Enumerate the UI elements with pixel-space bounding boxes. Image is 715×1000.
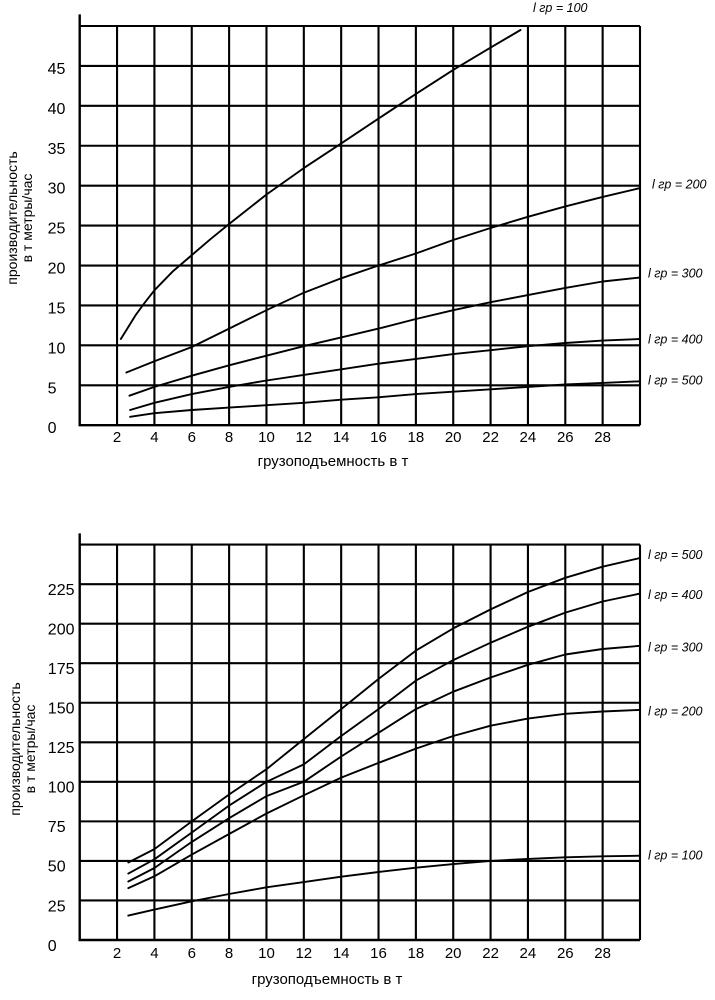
svg-text:производительность: производительность (7, 682, 23, 815)
svg-text:20: 20 (48, 261, 66, 278)
svg-text:28: 28 (594, 429, 611, 446)
svg-text:24: 24 (520, 429, 537, 446)
svg-text:2: 2 (113, 429, 121, 446)
svg-text:22: 22 (482, 429, 499, 446)
svg-text:200: 200 (48, 622, 75, 639)
svg-text:4: 4 (150, 429, 158, 446)
svg-text:0: 0 (48, 420, 57, 437)
svg-text:12: 12 (295, 945, 312, 962)
svg-text:l гр = 400: l гр = 400 (648, 333, 703, 347)
svg-text:грузоподъемность в т: грузоподъемность в т (252, 971, 403, 988)
svg-text:15: 15 (48, 300, 66, 317)
svg-text:30: 30 (48, 181, 66, 198)
svg-text:10: 10 (258, 429, 275, 446)
svg-text:6: 6 (188, 945, 196, 962)
svg-text:40: 40 (48, 101, 66, 118)
svg-text:75: 75 (48, 819, 66, 836)
svg-text:22: 22 (482, 945, 499, 962)
svg-text:грузоподъемность в т: грузоподъемность в т (258, 453, 409, 470)
svg-text:0: 0 (48, 938, 57, 955)
svg-text:25: 25 (48, 898, 66, 915)
svg-text:10: 10 (48, 340, 66, 357)
svg-text:20: 20 (445, 945, 462, 962)
svg-text:16: 16 (370, 429, 387, 446)
svg-text:8: 8 (225, 429, 233, 446)
svg-text:8: 8 (225, 945, 233, 962)
svg-text:l гр = 100: l гр = 100 (648, 849, 703, 863)
svg-text:18: 18 (408, 945, 425, 962)
svg-text:100: 100 (48, 780, 75, 797)
svg-text:l гр = 500: l гр = 500 (648, 548, 703, 562)
svg-text:28: 28 (594, 945, 611, 962)
svg-text:2: 2 (113, 945, 121, 962)
svg-text:производительность: производительность (4, 151, 20, 284)
svg-text:20: 20 (445, 429, 462, 446)
svg-text:l гр = 200: l гр = 200 (652, 178, 707, 192)
svg-text:l гр = 300: l гр = 300 (648, 641, 703, 655)
svg-text:16: 16 (370, 945, 387, 962)
svg-text:24: 24 (520, 945, 537, 962)
svg-text:l гр = 100: l гр = 100 (533, 1, 588, 15)
svg-text:6: 6 (188, 429, 196, 446)
svg-text:l гр = 500: l гр = 500 (648, 374, 703, 388)
svg-text:l гр = 200: l гр = 200 (648, 705, 703, 719)
svg-text:l гр = 300: l гр = 300 (648, 267, 703, 281)
svg-text:225: 225 (48, 582, 75, 599)
svg-text:26: 26 (557, 945, 574, 962)
svg-text:45: 45 (48, 61, 66, 78)
svg-text:4: 4 (150, 945, 158, 962)
svg-text:12: 12 (295, 429, 312, 446)
svg-text:5: 5 (48, 380, 57, 397)
svg-text:26: 26 (557, 429, 574, 446)
svg-text:25: 25 (48, 221, 66, 238)
svg-text:50: 50 (48, 859, 66, 876)
svg-text:14: 14 (333, 429, 350, 446)
svg-text:в т метры/час: в т метры/час (22, 705, 38, 794)
svg-text:l гр = 400: l гр = 400 (648, 588, 703, 602)
svg-text:18: 18 (408, 429, 425, 446)
svg-text:125: 125 (48, 740, 75, 757)
svg-text:175: 175 (48, 661, 75, 678)
svg-text:150: 150 (48, 701, 75, 718)
svg-text:35: 35 (48, 141, 66, 158)
svg-text:10: 10 (258, 945, 275, 962)
svg-text:14: 14 (333, 945, 350, 962)
svg-text:в т метры/час: в т метры/час (19, 174, 35, 263)
